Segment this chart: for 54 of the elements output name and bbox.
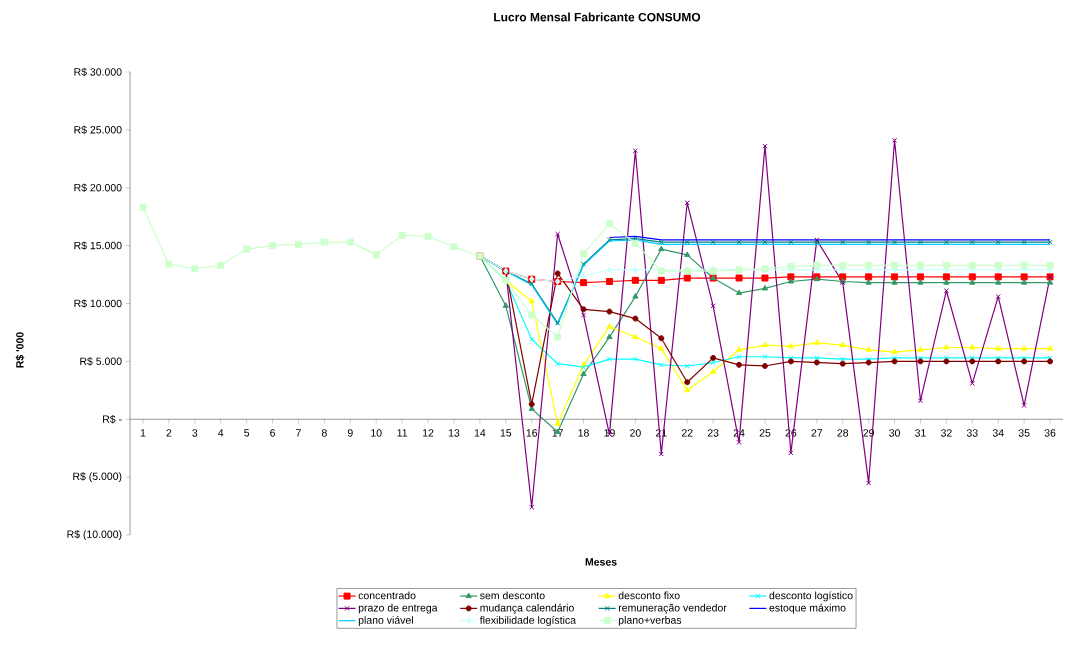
y-tick-label: R$ 30.000 [74,67,122,77]
x-tick-label: 36 [1044,429,1056,437]
legend-label: desconto logístico [769,591,853,602]
y-tick-label: R$ (10.000) [67,530,122,540]
x-tick-label: 33 [966,429,978,437]
x-tick-label: 4 [218,429,224,437]
x-tick-label: 20 [630,429,641,437]
x-tick-label: 6 [270,429,275,437]
x-tick-label: 8 [321,429,327,437]
legend-label: desconto fixo [618,591,680,600]
legend-label: prazo de entrega [358,603,438,614]
x-tick-label: 23 [707,429,719,437]
legend-label: flexibilidade logística [479,616,577,626]
legend-label: plano viável [358,616,413,626]
x-tick-label: 30 [889,429,900,437]
x-tick-label: 35 [1018,429,1030,437]
legend-label: estoque máximo [769,603,846,614]
y-tick-label: R$ (5.000) [73,472,122,483]
x-axis-title: Meses [585,558,617,566]
x-tick-label: 31 [915,429,926,437]
x-tick-label: 11 [397,429,408,437]
x-tick-label: 9 [347,429,353,437]
y-tick-label: R$ 10.000 [74,299,122,308]
x-tick-label: 34 [992,429,1004,437]
x-tick-label: 25 [759,429,771,437]
x-tick-label: 10 [371,429,382,437]
x-tick-label: 18 [578,429,589,437]
x-tick-label: 22 [681,429,693,437]
x-tick-label: 12 [423,429,434,437]
x-tick-label: 7 [296,429,301,437]
x-tick-label: 32 [940,429,952,437]
x-tick-label: 16 [526,429,538,437]
x-tick-label: 17 [552,429,563,437]
chart-title: Lucro Mensal Fabricante CONSUMO [494,12,701,22]
x-tick-label: 5 [244,429,250,437]
y-tick-label: R$ 25.000 [74,125,122,135]
legend-label: mudança calendário [480,603,574,614]
y-tick-label: R$ 15.000 [74,241,122,250]
y-tick-label: R$ 20.000 [74,183,122,192]
legend-label: sem desconto [480,591,545,600]
x-tick-label: 28 [837,429,849,437]
y-tick-label: R$ 5.000 [80,357,122,366]
y-axis-title: R$ '000 [15,332,25,368]
x-tick-label: 3 [192,429,198,437]
x-tick-label: 2 [166,429,172,437]
legend-label: remuneração vendedor [618,603,727,614]
legend-label: concentrado [358,591,416,600]
x-tick-label: 13 [448,429,460,437]
x-tick-label: 14 [474,429,486,437]
y-tick-label: R$ - [103,415,122,424]
x-tick-label: 1 [140,429,146,437]
legend-label: plano+verbas [618,616,682,626]
x-tick-label: 27 [811,429,823,437]
x-tick-label: 15 [500,429,512,437]
